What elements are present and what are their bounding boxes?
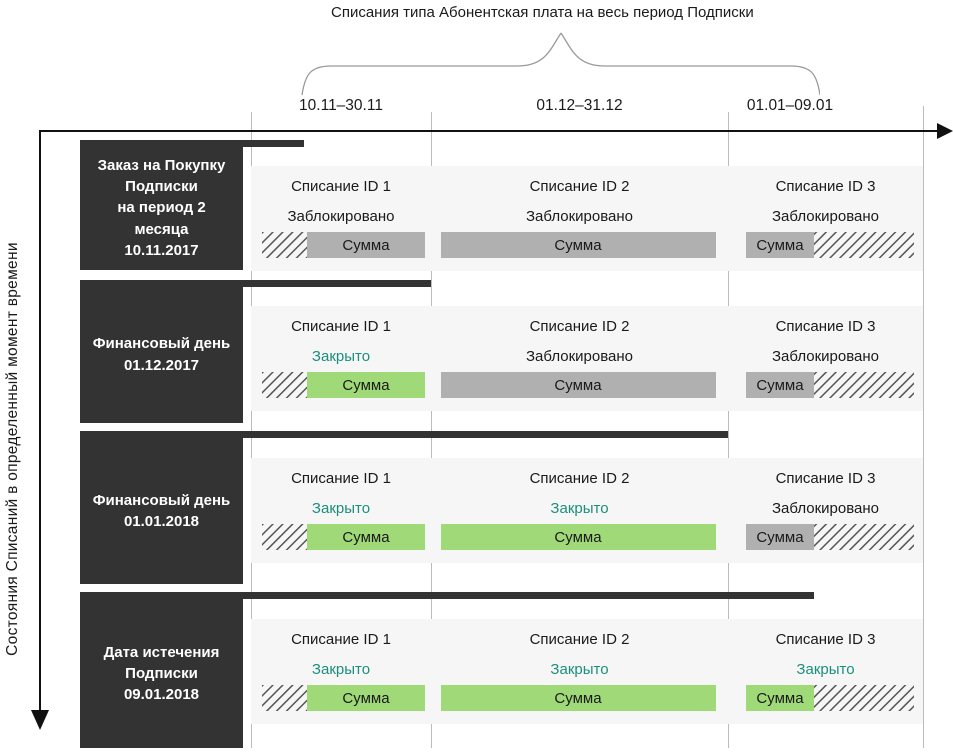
svg-text:Сумма: Сумма [554, 237, 602, 254]
svg-text:Сумма: Сумма [554, 377, 602, 394]
svg-text:Сумма: Сумма [756, 529, 804, 546]
svg-text:Сумма: Сумма [756, 377, 804, 394]
svg-text:Сумма: Сумма [554, 690, 602, 707]
svg-text:Сумма: Сумма [342, 690, 390, 707]
svg-text:Сумма: Сумма [756, 690, 804, 707]
svg-text:Сумма: Сумма [342, 237, 390, 254]
svg-text:Сумма: Сумма [342, 529, 390, 546]
svg-text:Сумма: Сумма [756, 237, 804, 254]
svg-text:Сумма: Сумма [554, 529, 602, 546]
svg-text:Сумма: Сумма [342, 377, 390, 394]
